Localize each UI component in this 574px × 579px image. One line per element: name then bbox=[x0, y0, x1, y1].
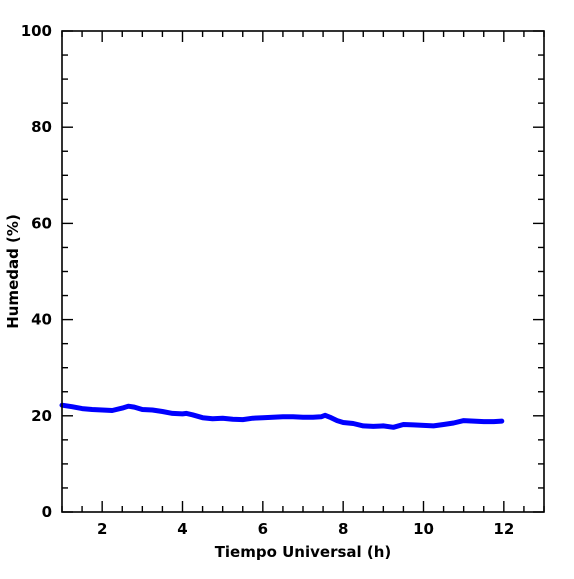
y-tick-label: 100 bbox=[21, 22, 52, 40]
x-tick-label: 4 bbox=[177, 520, 187, 538]
series-layer bbox=[59, 402, 505, 430]
x-tick-label: 8 bbox=[338, 520, 348, 538]
tick-labels-layer: 2 4 6 8 10 12 0 20 40 60 80 100 bbox=[21, 22, 515, 538]
y-tick-label: 80 bbox=[31, 118, 52, 136]
x-tick-label: 2 bbox=[97, 520, 107, 538]
x-axis-label: Tiempo Universal (h) bbox=[215, 543, 392, 561]
x-tick-label: 10 bbox=[413, 520, 434, 538]
y-tick-label: 20 bbox=[31, 407, 52, 425]
humidity-series-line bbox=[59, 402, 505, 430]
y-tick-label: 60 bbox=[31, 214, 52, 232]
y-tick-label: 40 bbox=[31, 311, 52, 329]
x-tick-label: 12 bbox=[493, 520, 514, 538]
y-tick-label: 0 bbox=[42, 503, 52, 521]
ticks-layer bbox=[61, 30, 545, 513]
y-axis-label: Humedad (%) bbox=[4, 214, 22, 329]
x-tick-label: 6 bbox=[258, 520, 268, 538]
plot-frame bbox=[61, 30, 545, 513]
